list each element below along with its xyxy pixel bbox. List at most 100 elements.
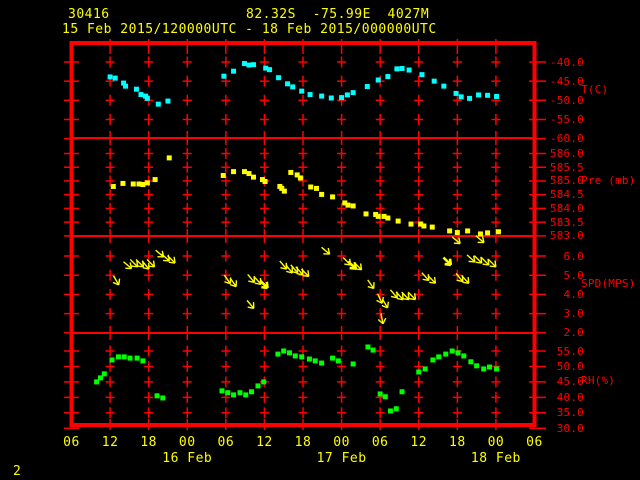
rh-series-point (468, 359, 474, 365)
pre-series-point (140, 182, 146, 188)
rh-series-point (481, 366, 487, 372)
rh-series-point (306, 356, 312, 362)
t-series-point (453, 90, 459, 96)
hour-tick-label: 06 (63, 435, 80, 450)
t-series-point (375, 77, 381, 83)
wind-arrow (421, 272, 430, 282)
rh-series-point (436, 354, 442, 360)
t-series-point (364, 84, 370, 90)
rh-series-point (387, 408, 393, 414)
rh-series-point (94, 379, 100, 385)
hour-tick-label: 06 (217, 435, 235, 450)
wind-arrow (367, 279, 375, 290)
pre-series-point (345, 202, 351, 208)
pre-series-point (130, 181, 136, 187)
rh-series-point (393, 406, 399, 412)
hour-tick-label: 12 (410, 435, 428, 450)
t-series-point (290, 84, 296, 90)
pre-series-point (375, 213, 381, 219)
rh-series-point (494, 366, 500, 372)
t-series-point (431, 78, 437, 84)
t-series-point (485, 92, 491, 98)
rh-series-point (140, 358, 146, 364)
hour-tick-label: 00 (487, 435, 505, 450)
rh-series-point (231, 392, 237, 398)
rh-series-point (422, 366, 428, 372)
panel-label-SPD: SPD(MPS) (581, 277, 636, 290)
t-series-point (276, 75, 282, 81)
rh-series-point (281, 348, 287, 354)
rh-series-point (121, 354, 127, 360)
y-tick-label-RH: 30.0 (556, 421, 584, 435)
t-series-point (476, 92, 482, 98)
y-tick-label-T: -45.0 (549, 74, 584, 88)
rh-series-point (243, 392, 249, 398)
y-tick-label-SPD: 5.0 (563, 268, 584, 282)
t-series-point (350, 90, 356, 96)
pre-series-point (279, 185, 285, 191)
station-position: 82.32S -75.99E 4027M (246, 7, 430, 22)
t-series-point (441, 83, 447, 89)
t-series-point (144, 95, 150, 101)
pre-series-point (429, 224, 435, 230)
rh-series-point (312, 358, 318, 364)
t-series-point (285, 81, 291, 87)
wind-arrow (475, 235, 485, 244)
t-series-point (299, 88, 305, 94)
pre-series-point (288, 169, 294, 175)
pre-series-point (319, 191, 325, 197)
pre-series-point (166, 155, 172, 161)
rh-series-point (154, 393, 160, 399)
y-tick-label-T: -40.0 (549, 55, 584, 69)
wind-arrow (442, 256, 453, 267)
pre-series-point (477, 231, 483, 237)
pre-series-point (373, 211, 379, 217)
panel-label-Pre: Pre (mb) (581, 174, 636, 187)
wind-arrow (487, 258, 497, 268)
rh-series-point (127, 355, 133, 361)
wind-arrow (300, 268, 310, 278)
pre-series-point (110, 183, 116, 189)
t-series-point (494, 93, 500, 99)
rh-series-point (286, 350, 292, 356)
time-range-title: 15 Feb 2015/120000UTC - 18 Feb 2015/0000… (62, 22, 437, 37)
pre-series-point (485, 230, 491, 236)
hour-tick-label: 12 (101, 435, 119, 450)
y-tick-label-SPD: 6.0 (563, 249, 584, 263)
wind-arrow (473, 255, 483, 264)
rh-series-point (237, 390, 243, 396)
wind-arrow (377, 313, 387, 325)
t-series-point (344, 92, 350, 98)
y-tick-label-SPD: 4.0 (563, 287, 584, 301)
wind-arrow (353, 261, 363, 271)
rh-series-point (443, 351, 449, 357)
wind-arrow (321, 246, 331, 255)
hour-tick-label: 06 (526, 435, 543, 450)
t-series-point (155, 101, 161, 107)
rh-series-point (382, 394, 388, 400)
rh-series-point (377, 391, 383, 397)
rh-series-point (455, 350, 461, 356)
hour-tick-label: 00 (333, 435, 350, 450)
wind-arrow (480, 257, 490, 266)
plot-border (69, 41, 537, 427)
y-tick-label-T: -60.0 (549, 132, 584, 146)
rh-series-point (319, 360, 325, 366)
rh-series-point (134, 355, 140, 361)
y-tick-label-SPD: 3.0 (563, 307, 584, 321)
page-number: 2 (13, 464, 22, 479)
t-series-point (385, 74, 391, 80)
y-tick-label-RH: 40.0 (556, 390, 584, 404)
rh-series-point (97, 375, 103, 381)
hour-tick-label: 18 (140, 435, 157, 450)
rh-series-point (430, 357, 436, 363)
y-tick-label-RH: 35.0 (556, 406, 584, 420)
rh-series-point (350, 361, 356, 367)
y-tick-label-RH: 55.0 (556, 344, 584, 358)
rh-series-point (101, 371, 107, 377)
rh-series-point (292, 353, 298, 359)
rh-series-point (299, 354, 305, 360)
t-series-point (231, 68, 237, 74)
date-label: 18 Feb (470, 451, 521, 466)
t-series-point (406, 67, 412, 73)
